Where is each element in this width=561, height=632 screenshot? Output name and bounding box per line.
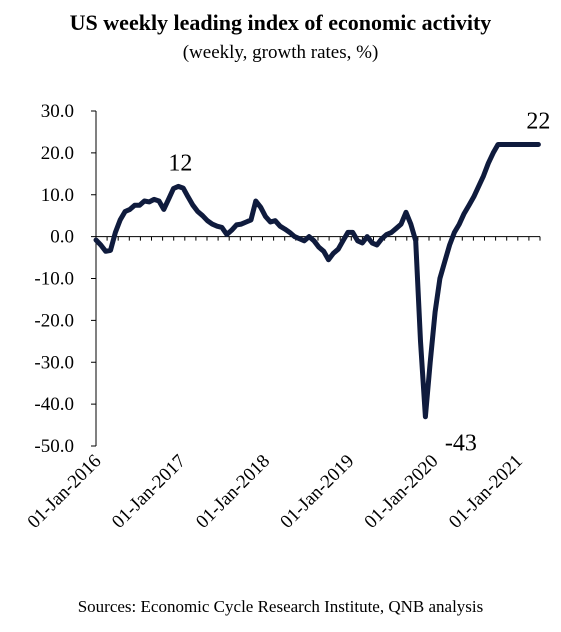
y-tick-label: -40.0 [34,394,74,415]
annotations: 12 22 -43 [168,109,550,457]
y-tick-label: -50.0 [34,436,74,457]
x-tick-label: 01-Jan-2018 [192,451,274,533]
y-tick-label: -20.0 [34,310,74,331]
y-tick-label: 0.0 [50,227,74,248]
source-note: Sources: Economic Cycle Research Institu… [77,597,484,616]
y-axis: 30.0 20.0 10.0 0.0 -10.0 -20.0 -30.0 -40.0 -50.0 [34,101,97,457]
x-tick-label: 01-Jan-2016 [24,451,106,533]
data-annotation: 12 [168,150,192,176]
y-tick-label: 20.0 [41,143,74,164]
x-axis: 01-Jan-2016 01-Jan-2017 01-Jan-2018 01-Jan-… [24,236,541,533]
series-layer [93,142,541,420]
x-tick-label: 01-Jan-2021 [445,451,527,533]
data-annotation: -43 [445,431,477,457]
data-annotation: 22 [526,109,550,135]
x-tick-label: 01-Jan-2019 [276,451,358,533]
y-tick-label: -10.0 [34,269,74,290]
x-tick-label: 01-Jan-2020 [361,451,443,533]
chart-subtitle: (weekly, growth rates, %) [182,42,379,63]
y-tick-label: 30.0 [41,101,74,122]
x-tick-label: 01-Jan-2017 [108,451,190,533]
chart-title: US weekly leading index of economic acti… [69,10,492,35]
y-tick-label: 10.0 [41,185,74,206]
y-tick-label: -30.0 [34,352,74,373]
series-line [93,142,541,420]
